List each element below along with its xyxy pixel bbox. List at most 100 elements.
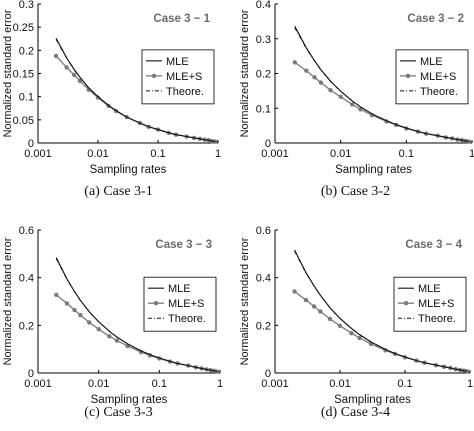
data-point: [338, 94, 343, 99]
data-point: [311, 304, 317, 309]
x-tick-label: 0.01: [330, 148, 351, 160]
y-tick-label: 0.2: [19, 45, 34, 57]
y-tick-label: 0.6: [256, 225, 271, 237]
data-point: [77, 78, 83, 84]
data-point: [304, 68, 309, 73]
y-tick-label: 0.6: [19, 225, 34, 237]
data-point: [349, 330, 354, 336]
legend-label: MLE+S: [420, 71, 456, 83]
data-point: [87, 320, 92, 325]
y-axis-label: Normalized standard error: [239, 9, 251, 137]
x-tick-label: 0.001: [261, 378, 289, 390]
legend-marker: [405, 73, 411, 79]
legend-marker: [403, 300, 409, 306]
y-axis-label: Normalized standard error: [239, 237, 251, 365]
case-annotation: Case 3 − 1: [153, 13, 210, 25]
data-point: [215, 369, 220, 374]
data-point: [64, 65, 69, 70]
y-tick-label: 0: [265, 368, 271, 380]
y-tick-label: 0.05: [13, 115, 34, 127]
x-tick-label: 0.1: [150, 148, 165, 160]
data-point: [213, 139, 218, 144]
x-axis-label: Sampling rates: [91, 394, 168, 406]
data-point: [327, 316, 333, 322]
legend-label: MLE+S: [418, 298, 454, 310]
y-tick-label: 0.4: [256, 273, 271, 285]
data-point: [312, 75, 317, 80]
data-point: [71, 72, 77, 78]
x-tick-label: 0.001: [24, 148, 52, 160]
y-tick-label: 0.3: [19, 0, 34, 11]
data-point: [54, 292, 59, 298]
y-tick-label: 0.15: [13, 69, 34, 81]
x-axis-label: Sampling rates: [334, 394, 411, 406]
series-line-mle: [294, 25, 470, 143]
x-tick-label: 1: [215, 148, 221, 160]
chart-case-3-3: 0 0.2 0.4 0.6 0.001 0.01 0.1 1 Sampling rates Nor…: [2, 225, 223, 406]
y-tick-label: 0.1: [256, 103, 271, 115]
legend-label: MLE: [168, 283, 191, 295]
caption-case-3-2: (b) Case 3-2: [320, 184, 391, 199]
case-annotation: Case 3 − 4: [405, 239, 462, 251]
y-tick-label: 0.25: [13, 22, 34, 34]
data-point: [303, 297, 309, 303]
data-point: [292, 289, 297, 294]
y-tick-label: 0.3: [256, 34, 271, 46]
case-annotation: Case 3 − 3: [155, 239, 212, 251]
y-tick-label: 0.2: [19, 320, 34, 332]
legend-label: MLE+S: [166, 71, 202, 83]
y-tick-label: 0: [28, 368, 34, 380]
x-tick-label: 0.001: [24, 378, 52, 390]
data-point: [337, 323, 343, 329]
x-tick-label: 1: [469, 148, 474, 160]
legend-label: Theore.: [418, 313, 456, 325]
series-line-mle: [294, 249, 468, 372]
legend-label: MLE: [166, 56, 189, 68]
legend-marker: [153, 300, 159, 306]
x-tick-label: 0.01: [329, 378, 350, 390]
y-tick-label: 0.4: [19, 273, 34, 285]
chart-case-3-4: 0 0.2 0.4 0.6 0.001 0.01 0.1 1 Sampling rates Nor…: [239, 225, 473, 406]
x-tick-label: 1: [467, 378, 473, 390]
legend-label: Theore.: [420, 86, 458, 98]
data-point: [350, 102, 355, 107]
x-tick-label: 0.001: [261, 148, 289, 160]
y-tick-label: 0.2: [256, 320, 271, 332]
data-point: [78, 312, 83, 318]
data-point: [95, 95, 101, 100]
data-point: [292, 60, 297, 65]
x-axis-label: Sampling rates: [335, 164, 412, 176]
x-tick-label: 0.1: [152, 378, 167, 390]
x-tick-label: 0.1: [399, 148, 414, 160]
y-tick-label: 0: [265, 138, 271, 150]
data-point: [114, 338, 120, 343]
data-point: [318, 309, 323, 314]
data-point: [53, 53, 59, 59]
chart-case-3-2: 0 0.1 0.2 0.3 0.4 0.001 0.01 0.1 1 Sampling rates…: [239, 0, 474, 176]
y-axis-label: Normalized standard error: [2, 237, 14, 365]
x-tick-label: 1: [217, 378, 223, 390]
series-line-mle: [55, 257, 218, 373]
chart-case-3-1: 0 0.05 0.1 0.15 0.2 0.25 0.3 0.001 0.01 0.1 1 Sampl…: [2, 0, 221, 176]
caption-case-3-4: (d) Case 3-4: [320, 405, 391, 420]
y-tick-label: 0.2: [256, 69, 271, 81]
y-tick-label: 0.1: [19, 92, 34, 104]
data-point: [64, 301, 70, 306]
legend-label: MLE: [418, 283, 441, 295]
x-tick-label: 0.1: [397, 378, 412, 390]
data-point: [72, 307, 77, 313]
data-point: [107, 334, 112, 339]
case-annotation: Case 3 − 2: [407, 13, 464, 25]
data-point: [96, 326, 101, 332]
caption-case-3-1: (a) Case 3-1: [84, 184, 153, 199]
data-point: [318, 80, 324, 85]
data-point: [357, 335, 362, 341]
legend-label: MLE: [420, 56, 443, 68]
legend-marker: [151, 73, 157, 79]
y-axis-label: Normalized standard error: [2, 9, 14, 137]
x-tick-label: 0.01: [87, 148, 108, 160]
series-line-mle: [55, 38, 216, 143]
caption-case-3-3: (c) Case 3-3: [84, 405, 153, 420]
x-tick-label: 0.01: [88, 378, 109, 390]
